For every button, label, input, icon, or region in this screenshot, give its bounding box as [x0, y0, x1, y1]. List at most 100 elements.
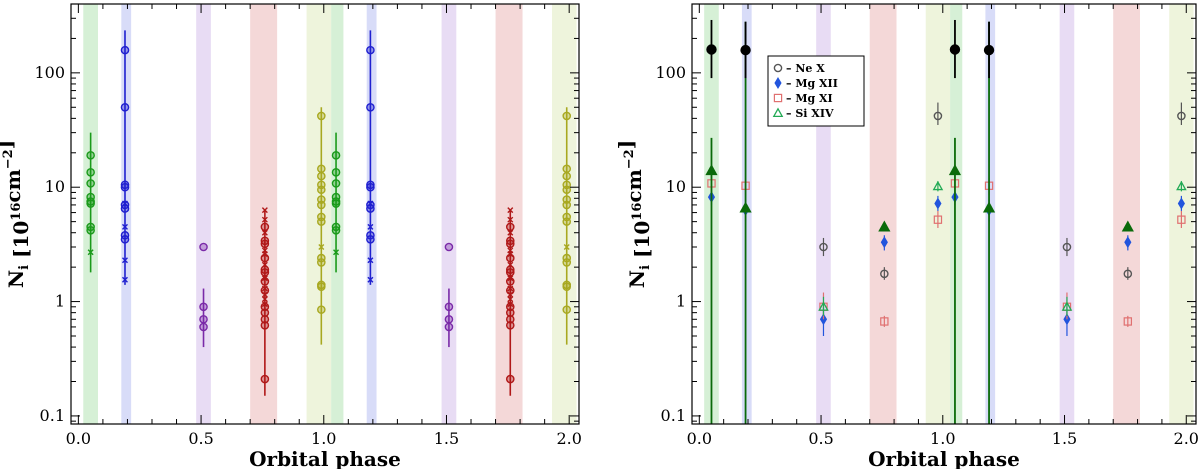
series-si-xiv	[818, 180, 1187, 316]
data-point	[260, 374, 270, 384]
y-tick-label: 100	[655, 63, 686, 82]
data-cross-marker	[318, 244, 325, 251]
data-point	[86, 168, 95, 177]
data-point	[260, 321, 270, 330]
data-point	[366, 180, 375, 190]
plot-frame	[70, 3, 580, 425]
data-point	[86, 199, 95, 208]
data-point	[199, 242, 208, 252]
data-point	[366, 235, 375, 244]
point-group-green-1	[86, 132, 95, 273]
data-point	[505, 277, 515, 286]
data-point	[199, 302, 208, 312]
y-tick-label: 1	[55, 292, 65, 311]
y-axis-title-part: N	[625, 270, 649, 288]
data-point	[260, 222, 270, 232]
point-group-blue-1	[120, 30, 130, 285]
data-point	[199, 314, 208, 324]
phase-band	[1059, 4, 1075, 424]
data-point	[366, 182, 375, 192]
x-tick-label: 0.5	[188, 429, 213, 448]
data-point	[331, 199, 341, 208]
data-point	[120, 204, 130, 213]
data-point	[505, 239, 515, 249]
data-cross-marker	[261, 301, 268, 308]
y-axis-title: Ni [1016cm−2]	[0, 140, 33, 288]
data-point	[1177, 197, 1185, 210]
series-total-filled-circle	[706, 19, 995, 79]
data-cross-marker	[507, 296, 514, 303]
phase-band	[121, 4, 132, 424]
legend-marker	[772, 107, 784, 118]
data-cross-marker	[261, 216, 268, 223]
y-tick-label: 0.1	[40, 406, 65, 425]
x-tick-label: 1.0	[930, 429, 955, 448]
data-point	[1177, 215, 1186, 224]
data-point	[562, 258, 572, 267]
data-point	[260, 253, 270, 263]
phase-band	[250, 4, 278, 424]
legend-label: – Si XIV	[786, 107, 834, 120]
data-cross-marker	[563, 244, 570, 251]
series-ne-x	[819, 102, 1186, 280]
data-point	[260, 302, 270, 312]
data-cross-marker	[367, 276, 374, 283]
legend: – Ne X – Mg XII – Mg XI – Si XIV	[767, 55, 865, 127]
chart-panel-left: 0.0 0.5 1.0 1.5 2.0 0.1 1 10 100 Orbital phase Ni …	[0, 3, 582, 469]
data-point	[366, 204, 375, 213]
y-axis-title: Ni [1016cm−2]	[614, 140, 654, 288]
data-point	[444, 242, 454, 252]
data-point	[562, 164, 572, 174]
phase-band	[1113, 4, 1140, 424]
data-point	[819, 242, 828, 252]
point-group-red-2	[505, 207, 515, 396]
data-point	[505, 253, 515, 263]
point-group-red-1	[260, 207, 270, 396]
legend-label: – Ne X	[786, 62, 825, 75]
data-point	[444, 322, 454, 332]
data-point	[1177, 111, 1186, 121]
data-point	[331, 225, 341, 235]
data-point	[562, 185, 572, 195]
data-point	[819, 313, 828, 326]
data-point	[740, 44, 751, 56]
data-point	[260, 286, 270, 295]
data-point	[331, 168, 341, 177]
data-point	[562, 111, 572, 121]
x-tick-label: 0.5	[808, 429, 833, 448]
data-point	[317, 258, 326, 267]
data-point	[1124, 236, 1132, 249]
y-axis-title-part: 16	[630, 203, 645, 221]
point-group-blue-2	[366, 30, 375, 285]
data-point	[120, 180, 130, 190]
data-point	[331, 179, 341, 188]
data-point	[1123, 269, 1133, 279]
y-axis-title-part: [10	[630, 221, 654, 265]
data-cross-marker	[121, 276, 128, 283]
legend-marker	[773, 93, 783, 103]
legend-marker	[773, 63, 783, 73]
phase-band	[441, 4, 457, 424]
y-tick-label: 0.1	[661, 406, 686, 425]
data-point	[878, 220, 891, 232]
x-axis-title: Orbital phase	[249, 447, 401, 469]
data-point	[120, 45, 130, 55]
data-point	[880, 236, 888, 249]
y-axis-title-part: i	[17, 265, 32, 270]
series-total-filled-triangle	[705, 21, 1134, 424]
data-point	[86, 225, 95, 235]
y-axis: 0.1 1 10 100	[34, 3, 579, 425]
y-tick-label: 1	[676, 292, 686, 311]
y-axis-title-part: 16	[9, 203, 24, 221]
data-point	[86, 179, 95, 188]
data-point	[505, 265, 515, 274]
data-cross-marker	[367, 257, 374, 264]
plot-area	[704, 4, 1194, 424]
data-cross-marker	[87, 249, 94, 256]
point-group-purple-1	[199, 242, 208, 348]
data-cross-marker	[261, 207, 268, 214]
data-cross-marker	[121, 223, 128, 230]
data-point	[1062, 242, 1072, 252]
data-point	[505, 314, 515, 324]
